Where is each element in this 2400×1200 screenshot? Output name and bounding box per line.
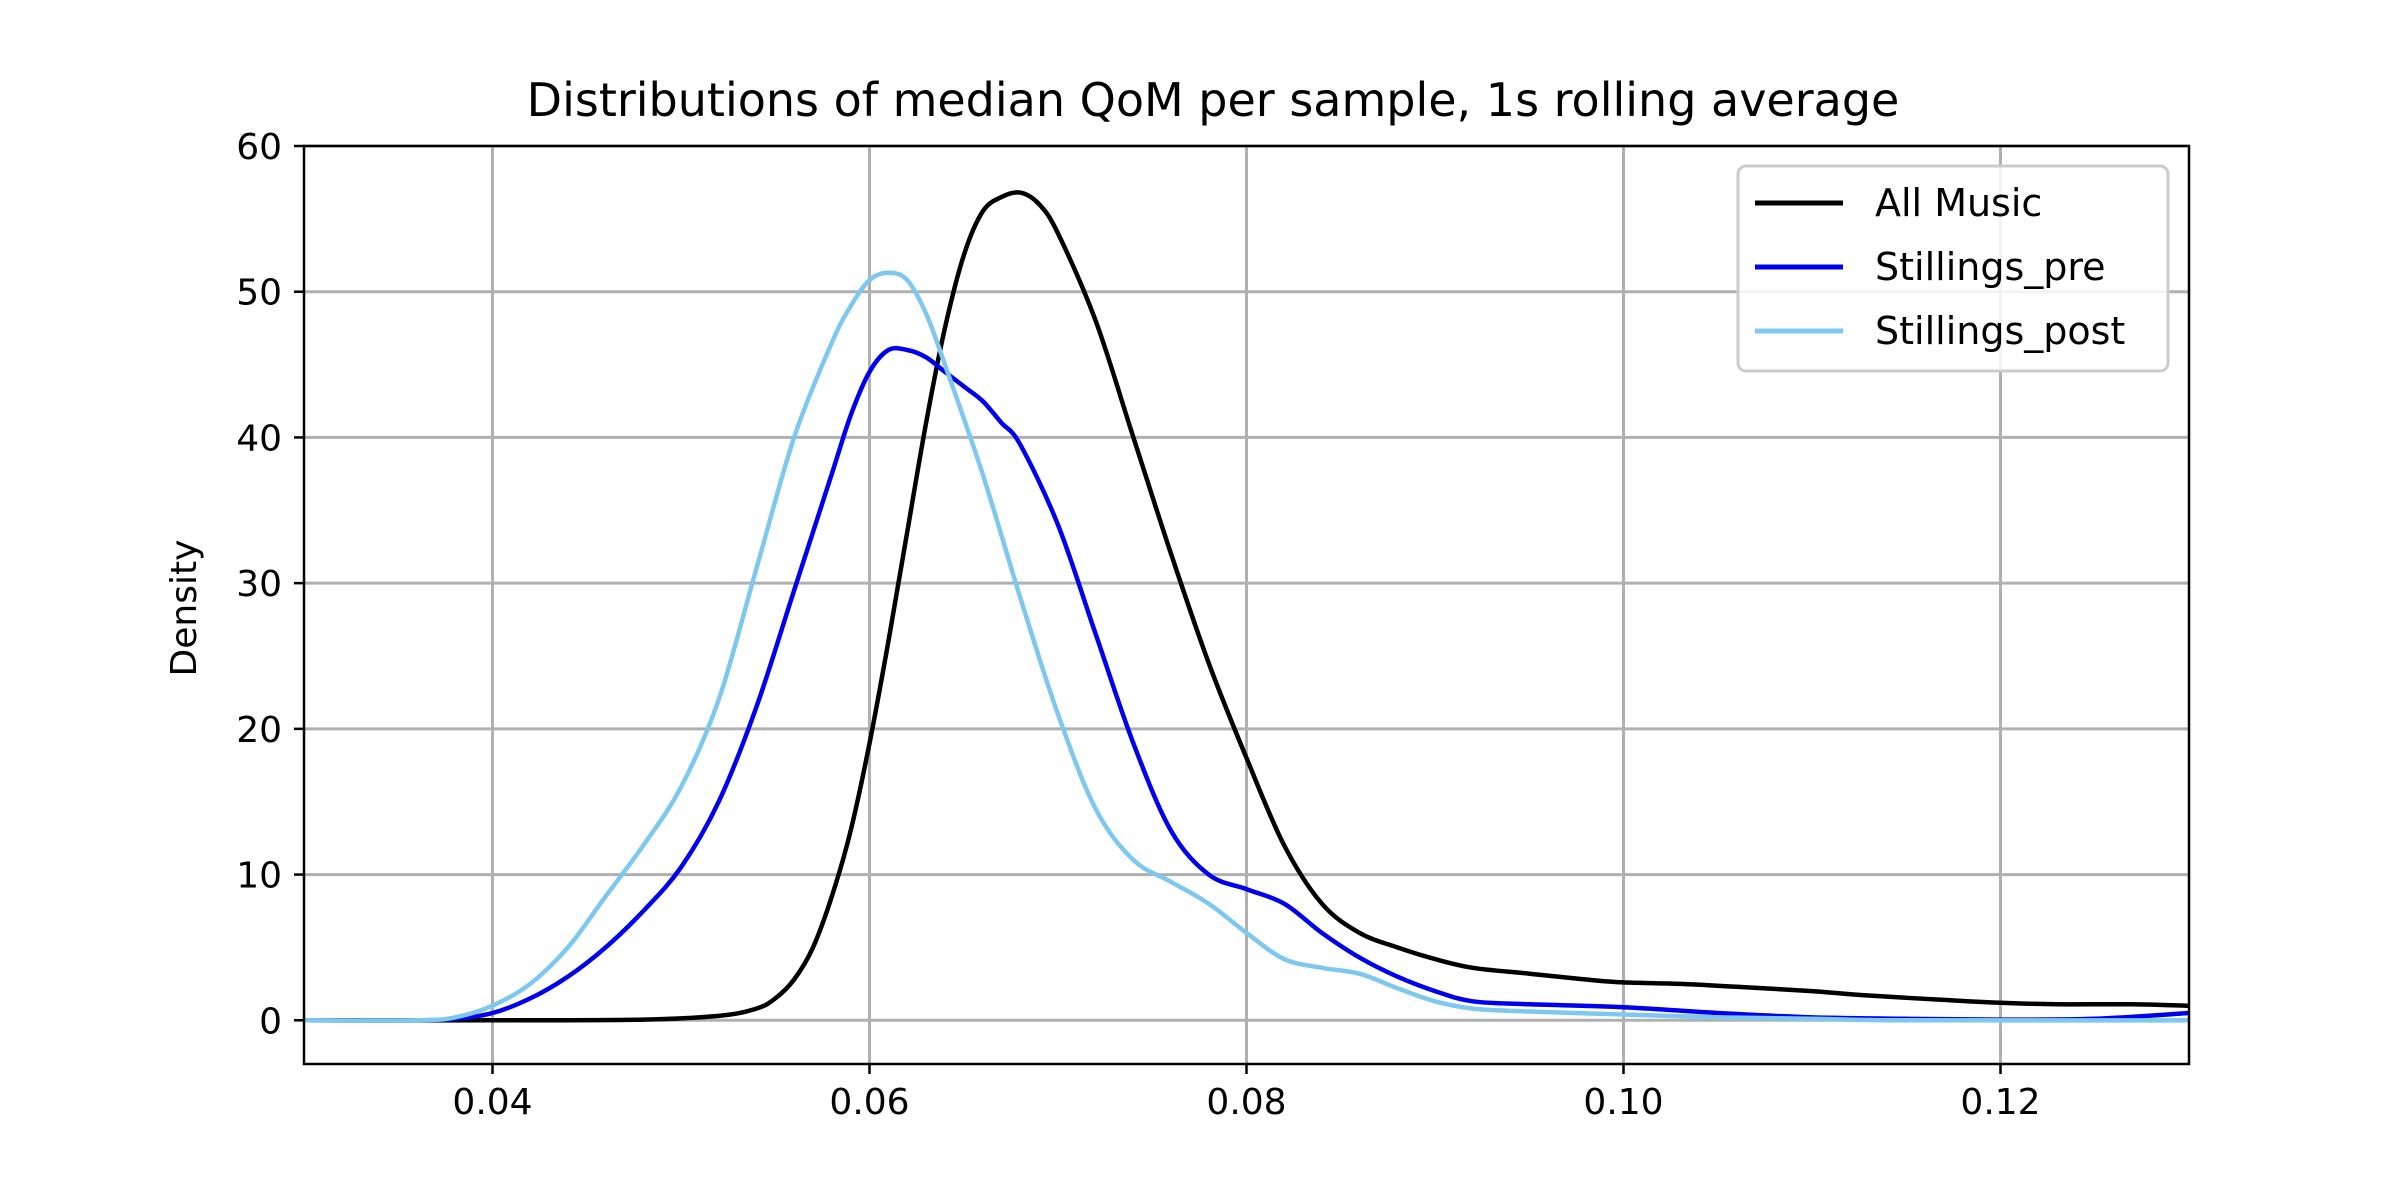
y-tick-label: 50: [236, 273, 282, 314]
x-tick-label: 0.12: [1960, 1082, 2040, 1123]
y-tick-label: 10: [236, 856, 282, 897]
x-tick-label: 0.08: [1206, 1082, 1286, 1123]
legend-box: [1736, 164, 2170, 373]
y-tick-label: 30: [236, 564, 282, 605]
x-tick-label: 0.06: [829, 1082, 909, 1123]
plot-series: [304, 190, 2189, 1023]
legend-label-all-music: All Music: [1875, 181, 2042, 225]
series-line-stillings-pre: [304, 345, 2189, 1023]
chart-title: Distributions of median QoM per sample, …: [527, 73, 1900, 127]
series-line-stillings-post: [304, 270, 2189, 1023]
x-tick-label: 0.04: [452, 1082, 532, 1123]
legend: All Music Stillings_pre Stillings_post: [1736, 164, 2170, 373]
series-line-all-music: [304, 190, 2189, 1023]
y-tick-label: 60: [236, 127, 282, 168]
axis-ticks: 0.04 0.06 0.08 0.10 0.12 0 10 20 30 40 50 60: [236, 127, 2040, 1123]
legend-label-stillings-post: Stillings_post: [1875, 309, 2125, 353]
x-tick-label: 0.10: [1583, 1082, 1663, 1123]
legend-label-stillings-pre: Stillings_pre: [1875, 245, 2106, 289]
y-tick-label: 0: [259, 1001, 282, 1042]
y-tick-label: 40: [236, 418, 282, 459]
y-axis-label: Density: [164, 540, 205, 677]
y-tick-label: 20: [236, 710, 282, 751]
